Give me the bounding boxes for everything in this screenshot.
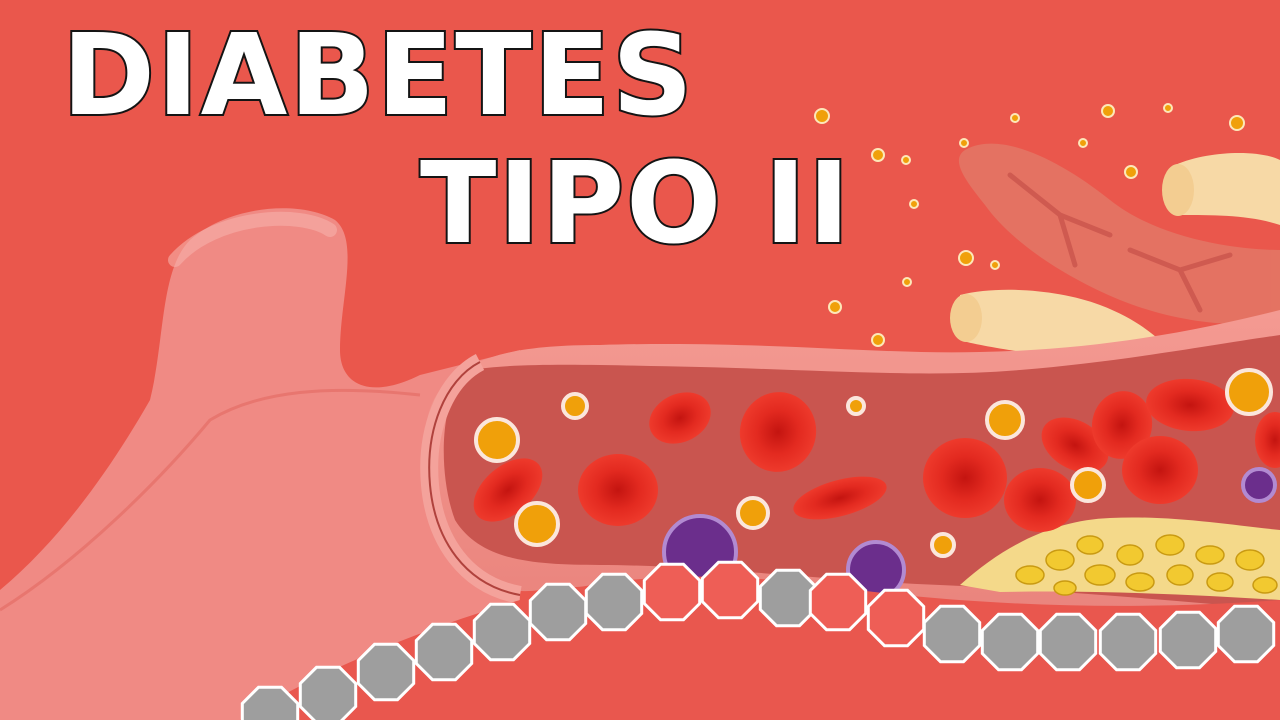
glucose-molecules: [474, 368, 1273, 558]
red-blood-cell: [578, 454, 658, 526]
red-blood-cell: [649, 392, 711, 444]
red-blood-cell: [1146, 378, 1234, 432]
tissue: [0, 208, 520, 720]
membrane-segment: [808, 572, 868, 632]
membrane-segment: [922, 604, 982, 664]
glucose: [736, 496, 770, 530]
title-line-2: TIPO II: [418, 139, 852, 269]
red-blood-cells: [473, 378, 1280, 532]
membrane-segment: [1158, 610, 1218, 670]
membrane-segment: [584, 572, 644, 632]
membrane-segment: [700, 560, 760, 620]
insulin-receptor: [1241, 467, 1277, 503]
red-blood-cell: [793, 476, 887, 520]
glucose: [561, 392, 589, 420]
glucose: [1070, 467, 1106, 503]
membrane-segment: [472, 602, 532, 662]
red-blood-cell: [1122, 436, 1198, 504]
red-blood-cell: [739, 392, 817, 472]
membrane-segment: [356, 642, 416, 702]
title-line-1: DIABETES: [60, 11, 695, 141]
red-blood-cell: [1004, 468, 1076, 532]
glucose: [930, 532, 956, 558]
red-blood-cell: [1091, 391, 1153, 459]
glucose: [985, 400, 1025, 440]
membrane-segment: [980, 612, 1040, 672]
membrane-segment: [866, 588, 926, 648]
membrane-segment: [528, 582, 588, 642]
pancreas: [958, 143, 1280, 324]
red-blood-cell: [1041, 417, 1109, 473]
membrane-segment: [758, 568, 818, 628]
membrane-segment: [240, 685, 300, 720]
membrane-segment: [1038, 612, 1098, 672]
glucose: [474, 417, 520, 463]
fat-plaque: [960, 517, 1280, 600]
membrane-segment: [642, 562, 702, 622]
membrane-segment: [298, 665, 358, 720]
glucose: [846, 396, 866, 416]
cell-membrane: [240, 560, 1276, 720]
floating-glucose: [814, 103, 1245, 347]
membrane-segment: [1098, 612, 1158, 672]
membrane-segment: [1216, 604, 1276, 664]
red-blood-cell: [1255, 412, 1280, 468]
glucose: [514, 501, 560, 547]
intestine: [950, 153, 1280, 355]
glucose: [1225, 368, 1273, 416]
membrane-segment: [414, 622, 474, 682]
red-blood-cell: [923, 438, 1007, 518]
